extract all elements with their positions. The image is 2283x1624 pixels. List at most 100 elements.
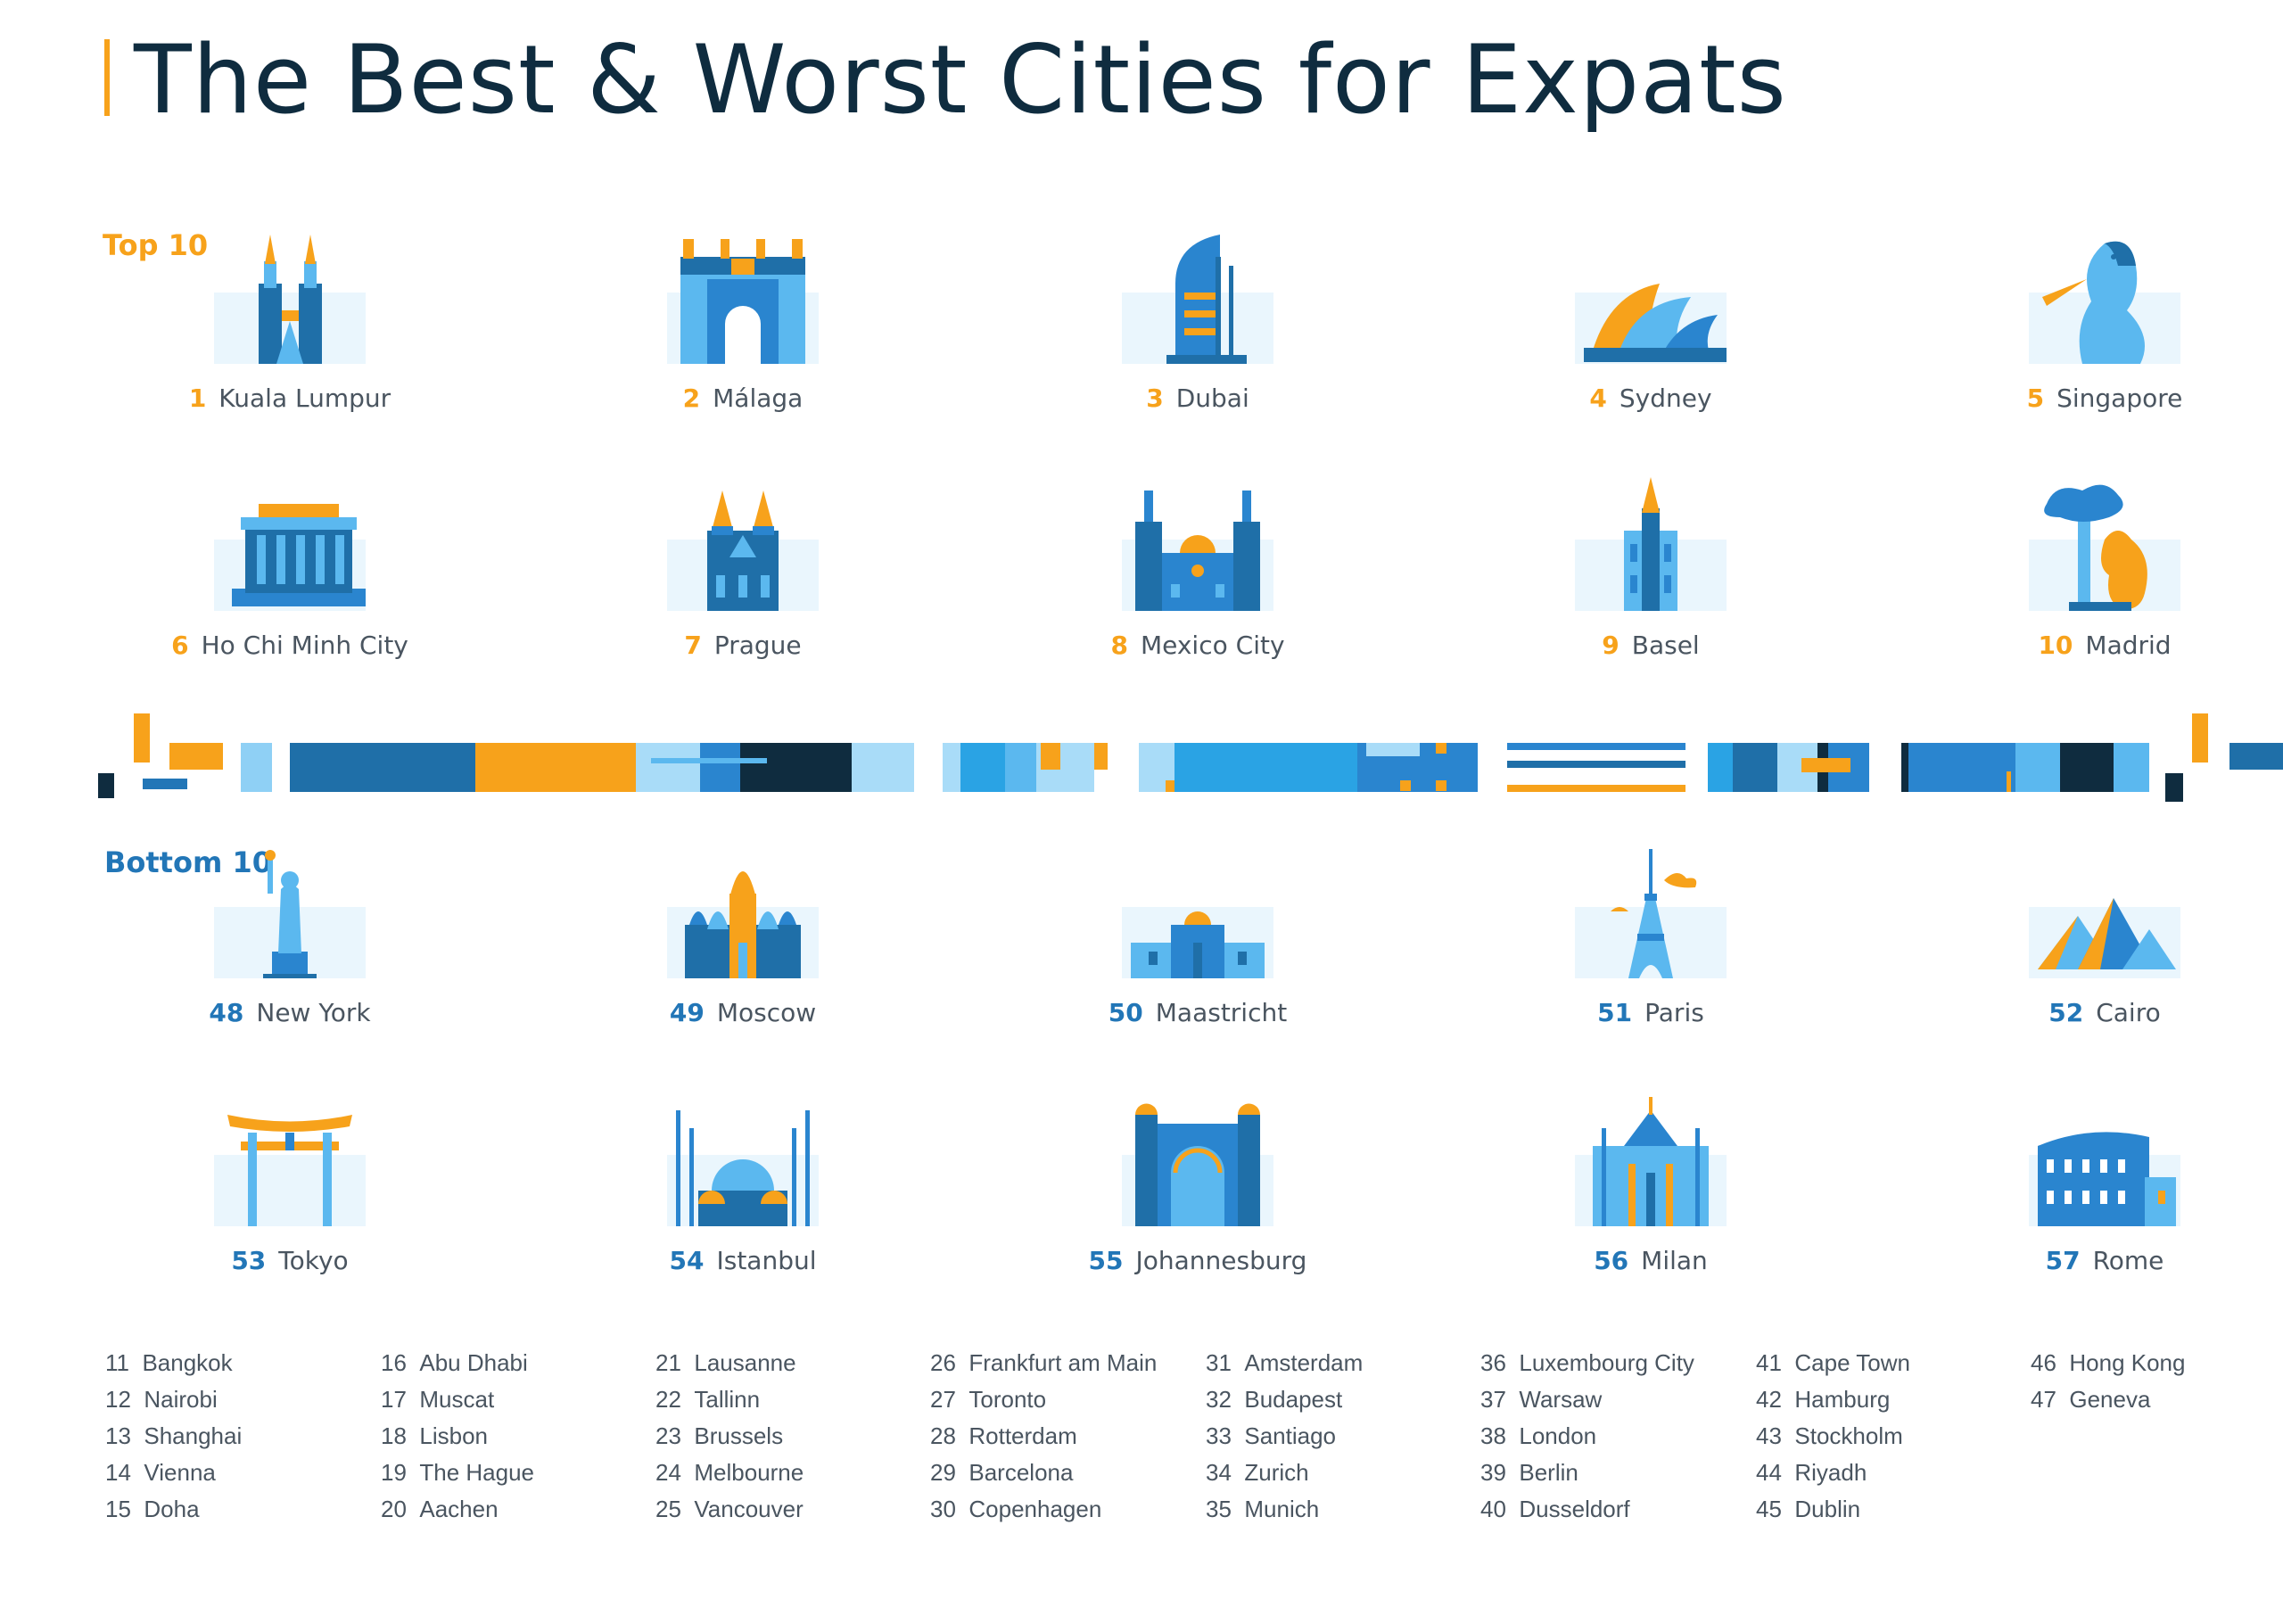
list-item: 46 Hong Kong — [2031, 1345, 2185, 1381]
basel-minster-icon — [1575, 477, 1727, 611]
list-item: 35 Munich — [1206, 1491, 1363, 1528]
list-rank: 32 — [1206, 1386, 1232, 1413]
list-city: Zurich — [1244, 1459, 1309, 1486]
city-rank: 4 — [1589, 383, 1607, 413]
list-column: 36 Luxembourg City 37 Warsaw 38 London 39 B… — [1480, 1345, 1694, 1528]
list-city: Hong Kong — [2069, 1349, 2186, 1376]
list-item: 26 Frankfurt am Main — [930, 1345, 1157, 1381]
city-name: Singapore — [2056, 383, 2183, 413]
city-rank: 50 — [1108, 998, 1143, 1027]
city-caption: 50 Maastricht — [1046, 998, 1349, 1027]
list-city: Cape Town — [1794, 1349, 1910, 1376]
city-name: Milan — [1641, 1246, 1708, 1275]
city-rank: 5 — [2026, 383, 2045, 413]
city-rank: 48 — [209, 998, 244, 1027]
petronas-towers-icon — [214, 235, 366, 364]
list-column: 31 Amsterdam 32 Budapest 33 Santiago 34 Zur… — [1206, 1345, 1363, 1528]
list-item: 31 Amsterdam — [1206, 1345, 1363, 1381]
list-city: Riyadh — [1794, 1459, 1867, 1486]
city-caption: 4 Sydney — [1499, 383, 1802, 413]
city-rank: 49 — [669, 998, 705, 1027]
merlion-icon — [2029, 241, 2180, 364]
list-rank: 21 — [655, 1349, 681, 1376]
list-item: 16 Abu Dhabi — [381, 1345, 534, 1381]
city-rank: 9 — [1602, 631, 1620, 660]
list-item: 38 London — [1480, 1418, 1694, 1455]
city-caption: 51 Paris — [1499, 998, 1802, 1027]
page-title: The Best & Worst Cities for Expats — [134, 25, 1787, 135]
list-item: 21 Lausanne — [655, 1345, 804, 1381]
city-rank: 55 — [1088, 1246, 1124, 1275]
top-10-heading: Top 10 — [103, 228, 209, 262]
list-city: Luxembourg City — [1519, 1349, 1694, 1376]
list-rank: 27 — [930, 1386, 956, 1413]
list-rank: 15 — [105, 1496, 131, 1522]
list-item: 19 The Hague — [381, 1455, 534, 1491]
list-rank: 25 — [655, 1496, 681, 1522]
city-caption: 53 Tokyo — [138, 1246, 441, 1275]
list-item: 29 Barcelona — [930, 1455, 1157, 1491]
list-item: 14 Vienna — [105, 1455, 242, 1491]
city-rank: 1 — [188, 383, 207, 413]
city-name: Prague — [713, 631, 802, 660]
list-city: Tallinn — [694, 1386, 761, 1413]
city-name: Istanbul — [716, 1246, 817, 1275]
list-city: Nairobi — [144, 1386, 218, 1413]
list-item: 43 Stockholm — [1756, 1418, 1910, 1455]
city-caption: 10 Madrid — [1953, 631, 2256, 660]
city-name: Mexico City — [1140, 631, 1285, 660]
list-city: The Hague — [419, 1459, 535, 1486]
colosseum-icon — [2029, 1132, 2180, 1226]
list-rank: 39 — [1480, 1459, 1506, 1486]
list-rank: 40 — [1480, 1496, 1506, 1522]
list-city: Rotterdam — [968, 1422, 1077, 1449]
list-rank: 16 — [381, 1349, 407, 1376]
city-name: Ho Chi Minh City — [201, 631, 408, 660]
list-rank: 18 — [381, 1422, 407, 1449]
list-rank: 12 — [105, 1386, 131, 1413]
list-rank: 45 — [1756, 1496, 1782, 1522]
list-item: 44 Riyadh — [1756, 1455, 1910, 1491]
list-city: Lisbon — [419, 1422, 488, 1449]
list-city: Lausanne — [694, 1349, 796, 1376]
list-city: Muscat — [419, 1386, 495, 1413]
city-name: Tokyo — [278, 1246, 349, 1275]
list-city: Santiago — [1244, 1422, 1337, 1449]
list-city: Copenhagen — [968, 1496, 1102, 1522]
city-caption: 55 Johannesburg — [1046, 1246, 1349, 1275]
list-city: Aachen — [419, 1496, 499, 1522]
list-rank: 23 — [655, 1422, 681, 1449]
list-city: Stockholm — [1794, 1422, 1903, 1449]
list-rank: 13 — [105, 1422, 131, 1449]
list-item: 27 Toronto — [930, 1381, 1157, 1418]
list-item: 15 Doha — [105, 1491, 242, 1528]
city-rank: 52 — [2048, 998, 2084, 1027]
list-rank: 22 — [655, 1386, 681, 1413]
list-rank: 46 — [2031, 1349, 2056, 1376]
city-name: Málaga — [713, 383, 804, 413]
city-caption: 9 Basel — [1499, 631, 1802, 660]
list-city: Frankfurt am Main — [968, 1349, 1158, 1376]
list-rank: 30 — [930, 1496, 956, 1522]
city-name: Maastricht — [1155, 998, 1288, 1027]
mausoleum-icon — [214, 504, 366, 611]
city-caption: 56 Milan — [1499, 1246, 1802, 1275]
city-rank: 53 — [231, 1246, 267, 1275]
list-city: Brussels — [694, 1422, 784, 1449]
city-caption: 54 Istanbul — [591, 1246, 894, 1275]
city-name: Rome — [2092, 1246, 2164, 1275]
list-rank: 34 — [1206, 1459, 1232, 1486]
list-rank: 26 — [930, 1349, 956, 1376]
st-basils-cathedral-icon — [667, 871, 819, 978]
list-rank: 36 — [1480, 1349, 1506, 1376]
city-rank: 2 — [682, 383, 701, 413]
list-rank: 47 — [2031, 1386, 2056, 1413]
list-item: 34 Zurich — [1206, 1455, 1363, 1491]
list-city: Shanghai — [144, 1422, 243, 1449]
bottom-10-heading: Bottom 10 — [104, 845, 272, 879]
list-city: Dusseldorf — [1519, 1496, 1630, 1522]
city-rank: 51 — [1597, 998, 1633, 1027]
city-name: Basel — [1631, 631, 1700, 660]
list-city: Budapest — [1244, 1386, 1343, 1413]
opera-house-icon — [1575, 284, 1727, 364]
